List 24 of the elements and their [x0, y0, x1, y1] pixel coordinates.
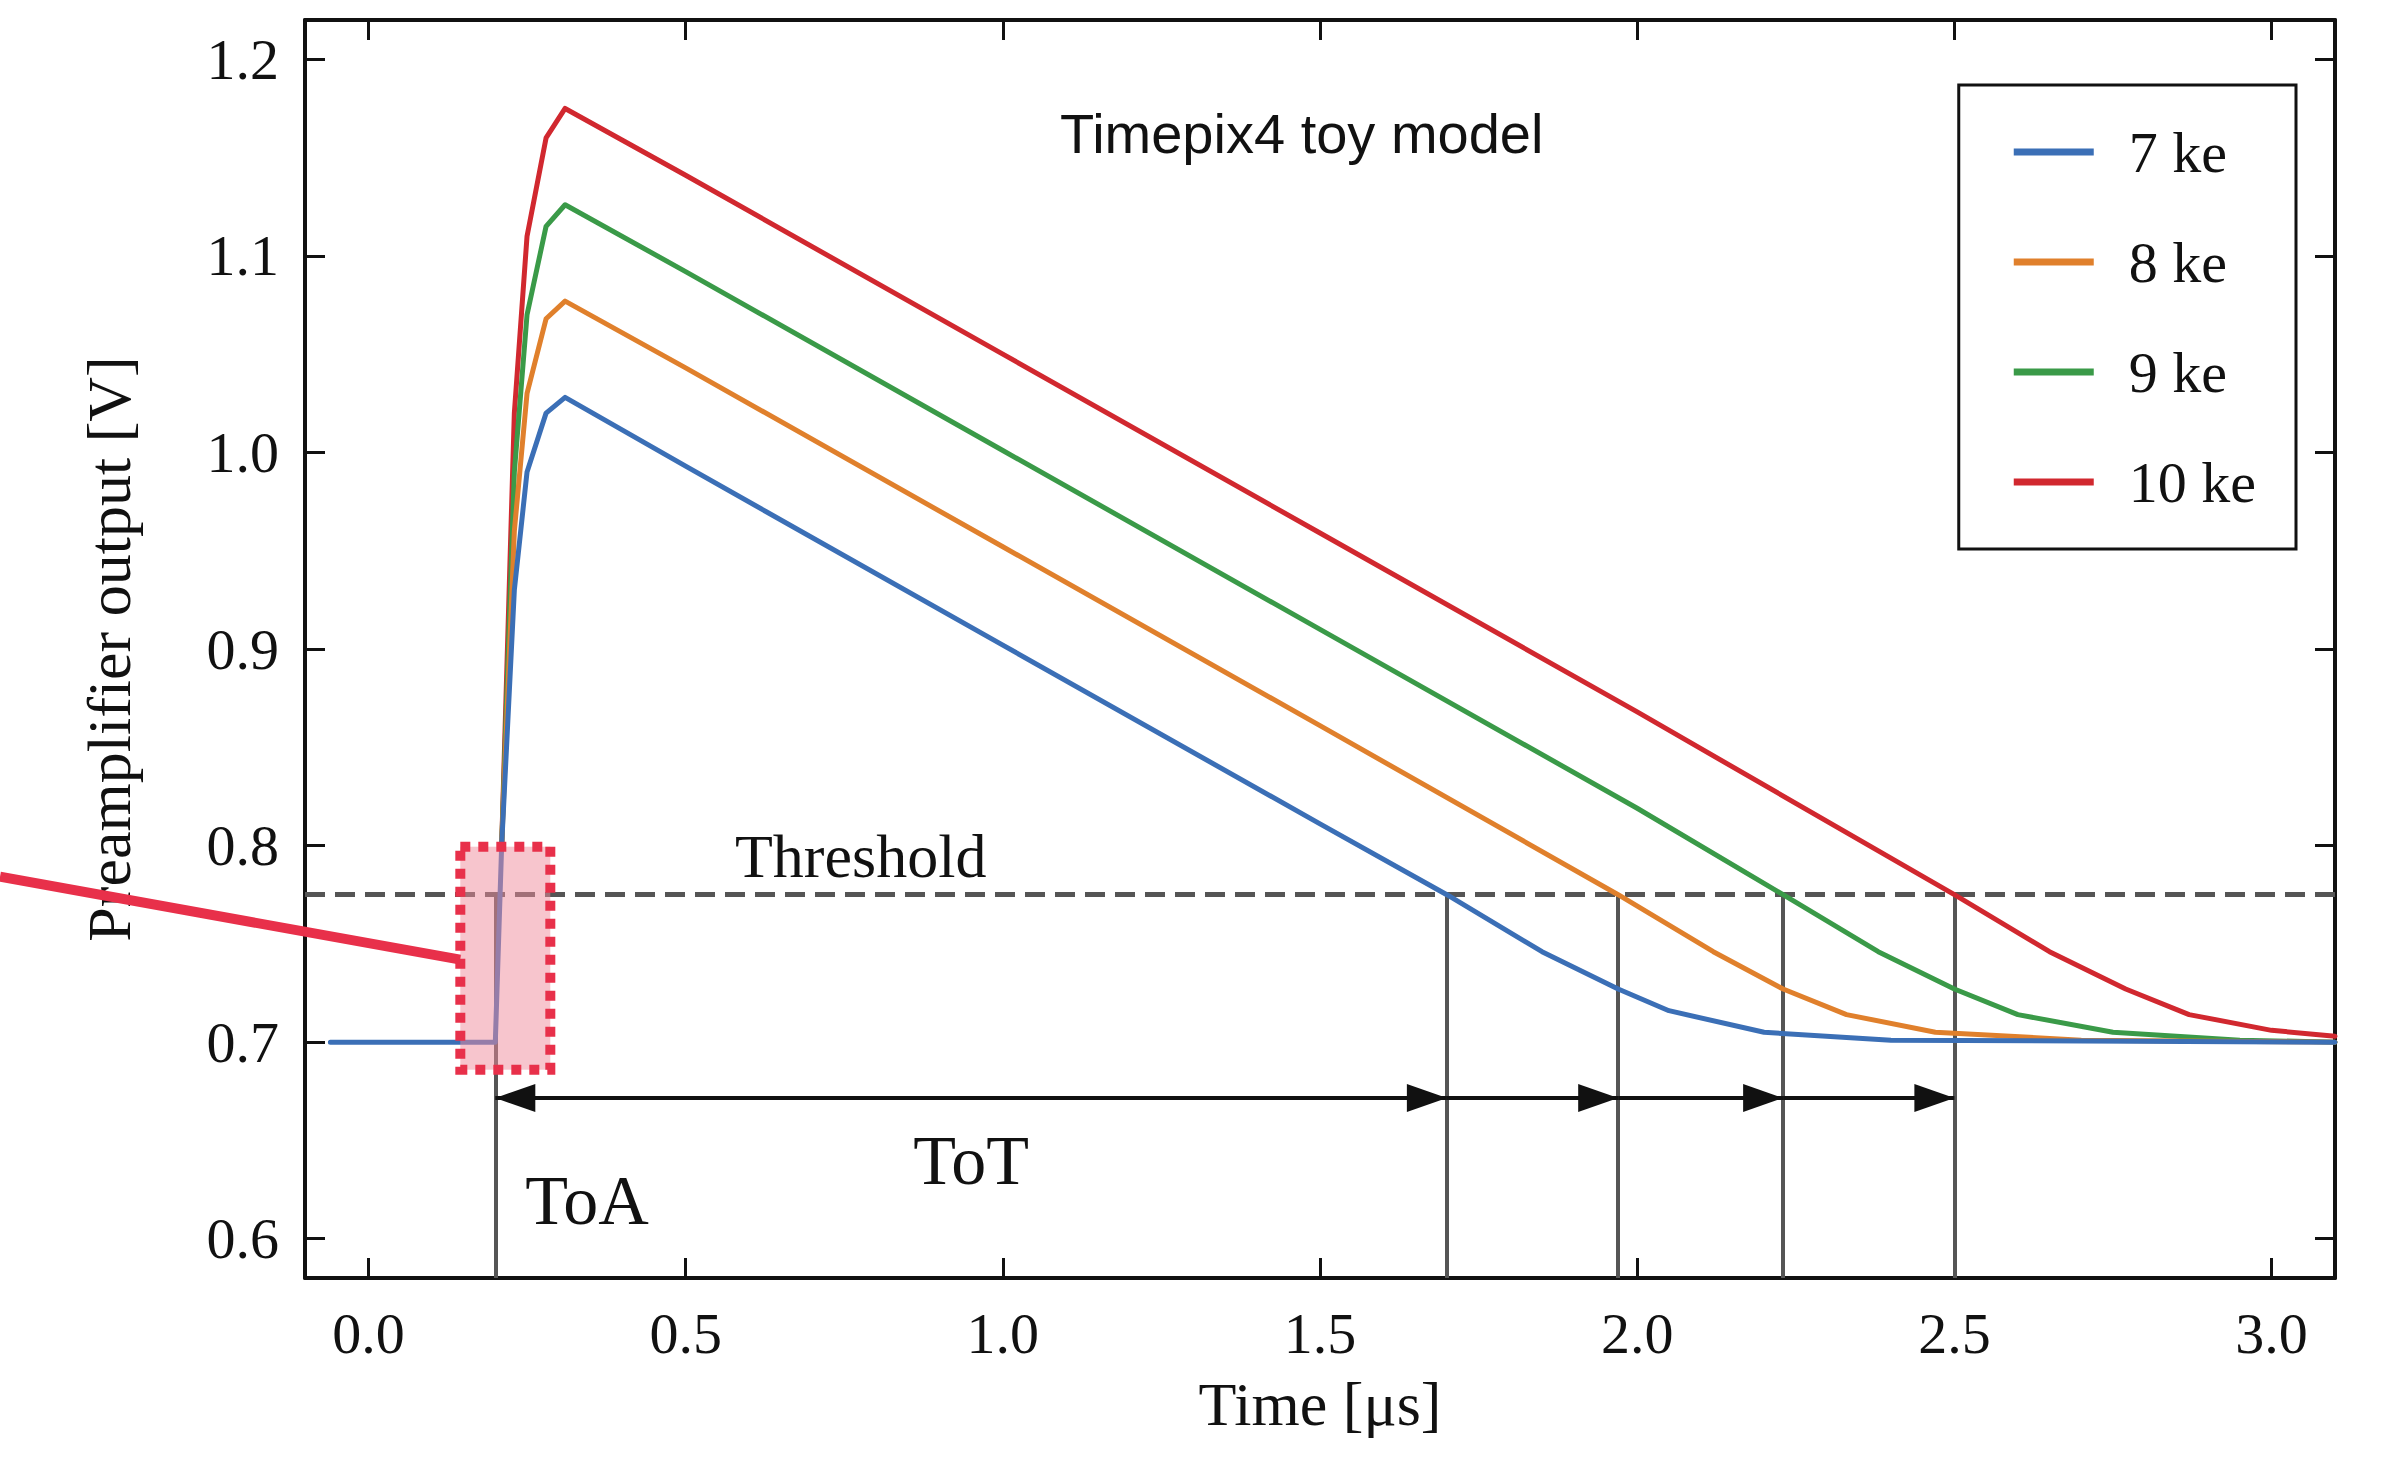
y-tick-label: 1.1: [206, 223, 279, 289]
y-tick-label: 0.9: [206, 616, 279, 682]
annotation: Timepix4 toy model: [1060, 101, 1544, 165]
annotation: ToT: [913, 1121, 1029, 1199]
x-tick-label: 2.0: [1600, 1300, 1674, 1366]
x-tick-label: 2.5: [1918, 1300, 1991, 1366]
y-tick-label: 0.8: [206, 813, 279, 879]
legend-label: 10 ke: [2128, 449, 2257, 515]
x-axis-title: Time [μs]: [1198, 1370, 1442, 1438]
y-tick-label: 1.2: [206, 26, 279, 92]
annotation: ToA: [525, 1161, 650, 1239]
legend-label: 7 ke: [2128, 119, 2228, 185]
y-tick-label: 0.7: [206, 1009, 279, 1075]
legend-label: 9 ke: [2128, 339, 2228, 405]
y-tick-label: 1.0: [206, 419, 279, 485]
y-tick-label: 0.6: [206, 1206, 279, 1272]
y-axis-title: Preamplifier output [V]: [75, 356, 143, 942]
x-tick-label: 1.5: [1283, 1300, 1357, 1366]
x-tick-label: 1.0: [966, 1300, 1040, 1366]
ref-line-label: Threshold: [735, 821, 987, 890]
x-tick-label: 0.5: [649, 1300, 722, 1366]
x-tick-label: 0.0: [332, 1300, 405, 1366]
legend-label: 8 ke: [2128, 229, 2228, 295]
x-tick-label: 3.0: [2235, 1300, 2308, 1366]
